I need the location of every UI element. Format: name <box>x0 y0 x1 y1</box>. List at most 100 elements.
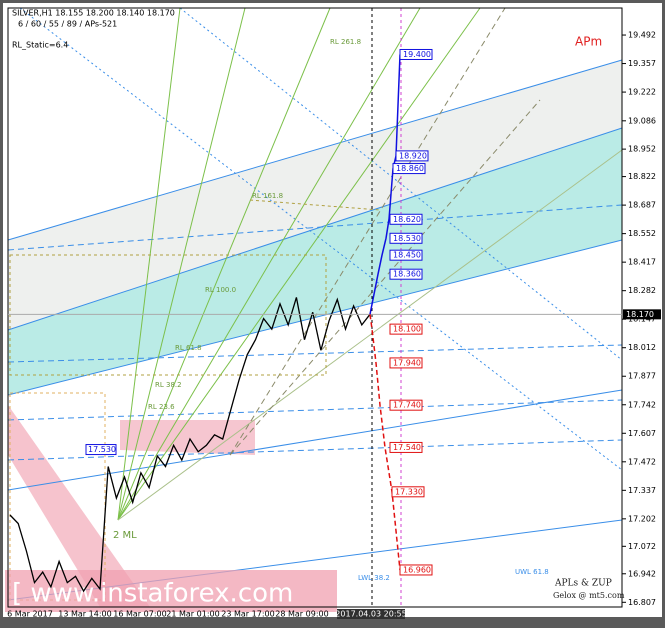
level-label: 19.400 <box>403 50 431 59</box>
x-tick-label: 16 Mar 07:00 <box>113 610 166 619</box>
level-label: 17.940 <box>393 358 421 367</box>
y-tick-label: 19.492 <box>628 31 656 40</box>
channel-line <box>7 344 623 363</box>
y-tick-label: 17.337 <box>628 486 656 495</box>
time-highlight <box>337 609 405 619</box>
level-box <box>395 150 429 162</box>
level-label: 18.360 <box>393 270 421 279</box>
fan-line <box>229 99 541 456</box>
level-box <box>399 48 433 60</box>
channel-line <box>19 7 623 471</box>
y-tick-label: 19.222 <box>628 88 656 97</box>
annotation: APLs & ZUP <box>554 579 612 589</box>
y-tick-label: 17.472 <box>628 457 656 466</box>
watermark: [ www.instaforex.com <box>12 579 293 609</box>
annotation: Gelox @ mt5.com <box>553 591 625 600</box>
level-box <box>389 441 423 453</box>
y-tick-label: 18.952 <box>628 145 656 154</box>
channel-line <box>7 204 623 251</box>
level-box <box>85 444 117 456</box>
static-line: RL_Static=6.4 <box>12 41 68 50</box>
y-tick-label: 17.202 <box>628 514 656 523</box>
x-tick-label: 23 Mar 17:00 <box>221 610 274 619</box>
level-label: 18.620 <box>393 215 421 224</box>
channel-line <box>7 399 623 421</box>
channel-line <box>179 7 623 361</box>
level-label: 18.450 <box>393 251 421 260</box>
last-price-box <box>623 309 661 320</box>
annotation: APm <box>575 35 602 49</box>
y-tick-label: 19.086 <box>628 116 656 125</box>
level-box <box>389 268 423 280</box>
y-tick-label: 17.877 <box>628 372 656 381</box>
pink-zone <box>120 420 255 455</box>
y-tick-label: 17.742 <box>628 400 656 409</box>
level-label: 17.530 <box>88 445 116 454</box>
watermark-box <box>5 570 337 612</box>
level-label: 16.960 <box>403 565 431 574</box>
y-tick-label: 17.072 <box>628 542 656 551</box>
x-tick-label: 28 Mar 09:00 <box>275 610 328 619</box>
level-box <box>389 213 423 225</box>
fan-line <box>117 7 421 521</box>
y-tick-label: 18.822 <box>628 172 656 181</box>
settings-line: 6 / 60 / 55 / 89 / APs-521 <box>18 20 117 29</box>
plot-border <box>7 7 623 608</box>
level-box <box>389 399 423 411</box>
fan-lines <box>117 7 623 521</box>
channel-line <box>7 59 623 241</box>
annotation: LWL 38.2 <box>358 574 390 582</box>
teal-channel <box>8 128 622 395</box>
fan-line <box>117 7 481 521</box>
gray-channel <box>8 60 622 330</box>
level-box <box>389 232 423 244</box>
rl-box <box>9 254 327 376</box>
fan-line <box>117 7 246 521</box>
rl-line <box>249 199 381 211</box>
level-label: 17.540 <box>393 443 421 452</box>
annotation: RL 100.0 <box>205 286 236 294</box>
price-line <box>9 297 371 593</box>
x-tick-label: 2017.04.03 20:55 <box>335 610 406 619</box>
annotation: RL 61.8 <box>175 344 202 352</box>
level-box <box>399 564 433 576</box>
level-label: 18.100 <box>393 325 421 334</box>
annotation: 2 ML <box>113 530 137 541</box>
annotation: RL 23.6 <box>148 403 175 411</box>
pink-channel <box>8 405 150 607</box>
x-tick-label: 13 Mar 14:00 <box>58 610 111 619</box>
last-price-label: 18.170 <box>626 310 654 319</box>
level-box <box>389 249 423 261</box>
annotation: RL 38.2 <box>155 381 182 389</box>
annotation: RL 161.8 <box>252 192 283 200</box>
level-label: 18.530 <box>393 234 421 243</box>
x-tick-label: 6 Mar 2017 <box>7 610 53 619</box>
x-tick-label: 21 Mar 01:00 <box>166 610 219 619</box>
level-label: 18.860 <box>396 164 424 173</box>
y-tick-label: 18.417 <box>628 258 656 267</box>
level-box <box>389 357 423 369</box>
annotation: RL 261.8 <box>330 38 361 46</box>
y-tick-label: 18.282 <box>628 286 656 295</box>
fan-line <box>117 7 331 521</box>
fan-line <box>117 7 181 521</box>
symbol-line: SILVER,H1 18.155 18.200 18.140 18.170 <box>12 9 175 18</box>
channel-line <box>7 439 623 461</box>
y-tick-label: 16.807 <box>628 598 656 607</box>
channel-line <box>7 127 623 331</box>
level-box <box>391 486 425 498</box>
annotation: UWL 61.8 <box>515 568 549 576</box>
y-tick-label: 17.607 <box>628 429 656 438</box>
y-tick-label: 18.687 <box>628 201 656 210</box>
fan-line <box>117 149 623 521</box>
y-tick-label: 18.012 <box>628 343 656 352</box>
fan-line <box>229 7 506 456</box>
y-tick-label: 19.357 <box>628 59 656 68</box>
level-label: 17.740 <box>393 401 421 410</box>
level-box <box>392 163 426 175</box>
level-box <box>389 323 423 335</box>
level-label: 17.330 <box>395 487 423 496</box>
